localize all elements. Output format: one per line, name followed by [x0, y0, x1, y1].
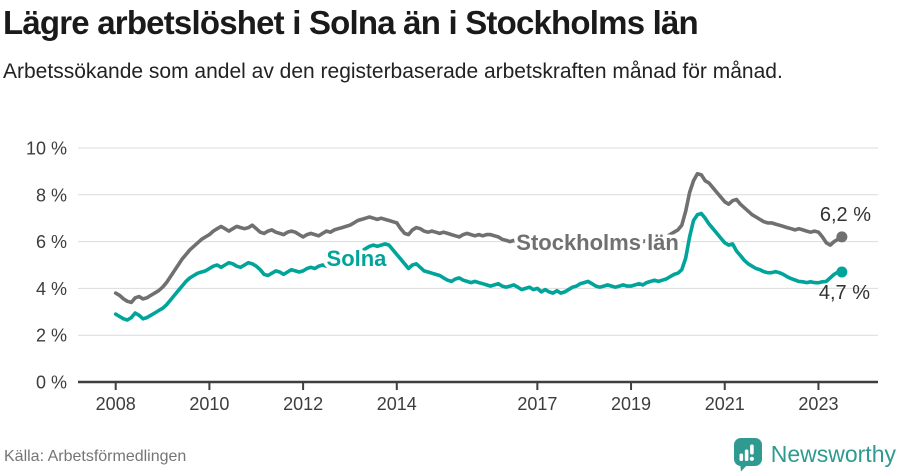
series-endpoint-dot — [836, 231, 848, 243]
series-line-stockholms-l-n — [113, 171, 844, 305]
x-tick-label: 2014 — [377, 394, 417, 414]
source-note: Källa: Arbetsförmedlingen — [4, 448, 187, 465]
x-tick-label: 2023 — [798, 394, 838, 414]
x-tick-label: 2017 — [517, 394, 557, 414]
chart-title: Lägre arbetslöshet i Solna än i Stockhol… — [3, 4, 699, 41]
y-tick-label: 8 % — [36, 185, 67, 205]
newsworthy-logo: Newsworthy — [733, 437, 896, 472]
y-tick-label: 2 % — [36, 326, 67, 346]
y-tick-label: 10 % — [26, 139, 67, 159]
series-line-solna — [113, 211, 844, 322]
series-inline-label: Solna — [327, 246, 388, 271]
series-end-value-label: 4,7 % — [819, 282, 870, 304]
y-tick-label: 0 % — [36, 373, 67, 393]
series-inline-label: Stockholms län — [516, 230, 679, 255]
x-tick-label: 2010 — [189, 394, 229, 414]
x-tick-label: 2012 — [283, 394, 323, 414]
x-tick-label: 2008 — [96, 394, 136, 414]
x-tick-label: 2019 — [611, 394, 651, 414]
y-tick-label: 4 % — [36, 279, 67, 299]
x-tick-label: 2021 — [705, 394, 745, 414]
newsworthy-wordmark: Newsworthy — [770, 441, 896, 467]
y-tick-label: 6 % — [36, 232, 67, 252]
newsworthy-bar-chart-bubble-icon — [733, 438, 762, 472]
series-end-value-label: 6,2 % — [820, 204, 871, 226]
chart-subtitle: Arbetssökande som andel av den registerb… — [3, 60, 783, 83]
series-endpoint-dot — [836, 266, 848, 278]
